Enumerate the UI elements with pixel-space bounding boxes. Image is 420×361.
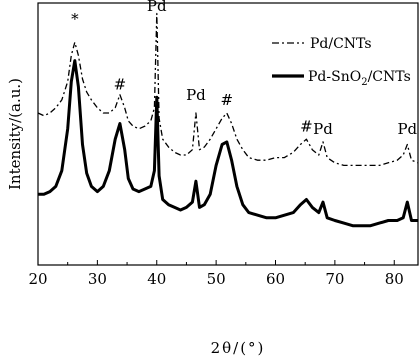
legend-label-pd-sno2-cnts: Pd-SnO2/CNTs: [308, 69, 411, 88]
legend-label-tail: /CNTs: [368, 69, 411, 85]
series-line-pd-cnts: [37, 12, 419, 167]
peak-annotation-1: Pd: [147, 0, 167, 15]
peak-annotation-3: Pd: [186, 86, 206, 104]
x-tick-label-30: 30: [88, 270, 107, 288]
legend: Pd/CNTs Pd-SnO2/CNTs: [272, 36, 411, 88]
peak-annotation-7: Pd: [397, 120, 417, 138]
x-tick-label-40: 40: [147, 270, 166, 288]
y-axis-label: Intensity/(a.u.): [6, 78, 24, 190]
peak-annotation-2: #: [114, 75, 127, 93]
x-tick-label-20: 20: [28, 270, 47, 288]
x-tick-label-50: 50: [207, 270, 226, 288]
x-tick-label-60: 60: [266, 270, 285, 288]
plot-frame: [37, 2, 419, 266]
x-tick-label-70: 70: [325, 270, 344, 288]
peak-annotation-5: #: [300, 117, 313, 135]
peak-annotation-0: *: [71, 10, 79, 28]
legend-label-subscript: 2: [361, 77, 367, 88]
x-axis-label: 2θ/(°): [211, 339, 266, 357]
x-tick-label-80: 80: [385, 270, 404, 288]
peak-annotation-4: #: [221, 91, 234, 109]
legend-label-main: Pd-SnO: [308, 69, 361, 85]
legend-label-pd-cnts: Pd/CNTs: [310, 36, 372, 52]
peak-annotation-6: Pd: [313, 120, 333, 138]
series-line-pd-sno2-cnts: [38, 59, 418, 228]
